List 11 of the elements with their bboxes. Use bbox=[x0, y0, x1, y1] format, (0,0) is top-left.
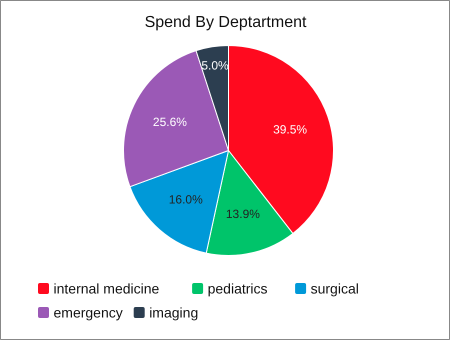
legend-label: internal medicine bbox=[54, 280, 160, 296]
legend-label: pediatrics bbox=[208, 280, 268, 296]
data-label: 25.6% bbox=[152, 115, 188, 130]
chart-title: Spend By Deptartment bbox=[144, 14, 307, 31]
data-label: 39.5% bbox=[273, 122, 308, 136]
legend-label: emergency bbox=[54, 304, 123, 320]
legend-label: surgical bbox=[310, 280, 359, 296]
legend-label: imaging bbox=[149, 304, 198, 320]
data-label: 16.0% bbox=[168, 192, 204, 207]
data-label: 13.9% bbox=[226, 206, 260, 221]
data-label: 5.0% bbox=[201, 58, 230, 72]
